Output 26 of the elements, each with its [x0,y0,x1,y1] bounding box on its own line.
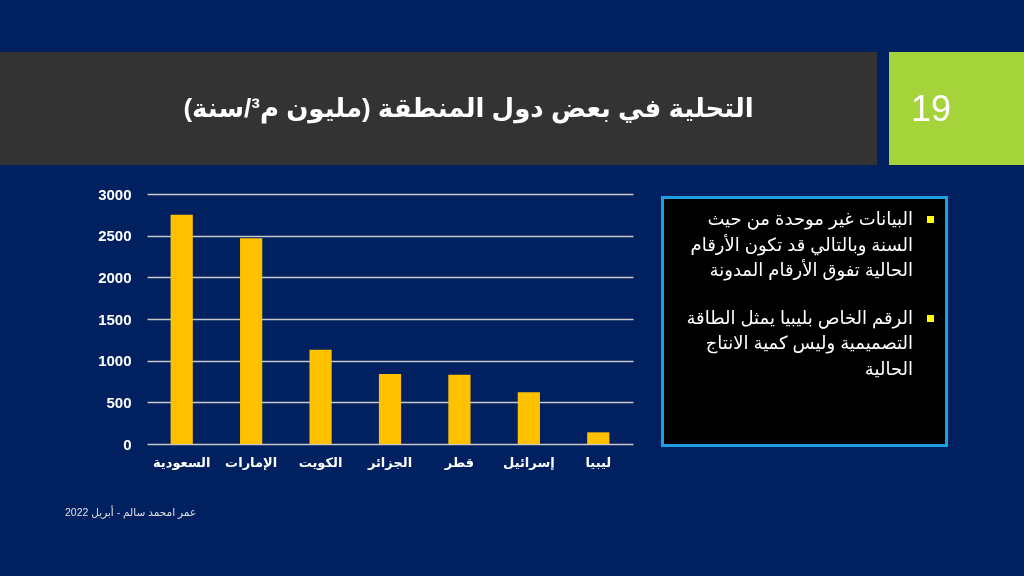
x-tick-label: الإمارات [225,454,278,470]
bar [587,432,610,444]
bar [448,374,471,444]
x-tick-label: إسرائيل [503,454,555,470]
x-tick-label: الجزائر [366,454,413,470]
chart-title: التحلية في بعض دول المنطقة (مليون م³/سنة) [182,92,755,126]
note-box: البيانات غير موحدة من حيث السنة وبالتالي قد تكون الأرقام الحالية تفوق الأرقام المدونة الرقم الخاص بليبيا يمثل الطاقة التصميمية وليس كمية الانتاج الحالية [661,196,948,447]
y-tick-label: 0 [123,435,132,453]
y-tick-label: 500 [106,393,132,411]
slide-number-box: 19 [889,52,1024,165]
x-tick-label: الكويت [298,454,343,470]
x-tick-label: ليبيا [585,454,612,470]
y-tick-label: 2000 [98,268,132,286]
bar [309,349,332,444]
bar [240,238,263,444]
y-tick-label: 3000 [98,185,132,203]
y-tick-label: 2500 [98,227,132,245]
x-tick-label: قطر [443,454,475,470]
title-bar: التحلية في بعض دول المنطقة (مليون م³/سنة) [0,52,877,165]
text: عمر امحمد سالم - أبريل 2022 [65,506,197,518]
y-tick-label: 1000 [98,352,132,370]
y-tick-label: 1500 [98,310,132,328]
bar [378,374,402,444]
x-tick-label: السعودية [152,454,211,470]
bar [517,392,540,444]
bar [170,214,193,444]
